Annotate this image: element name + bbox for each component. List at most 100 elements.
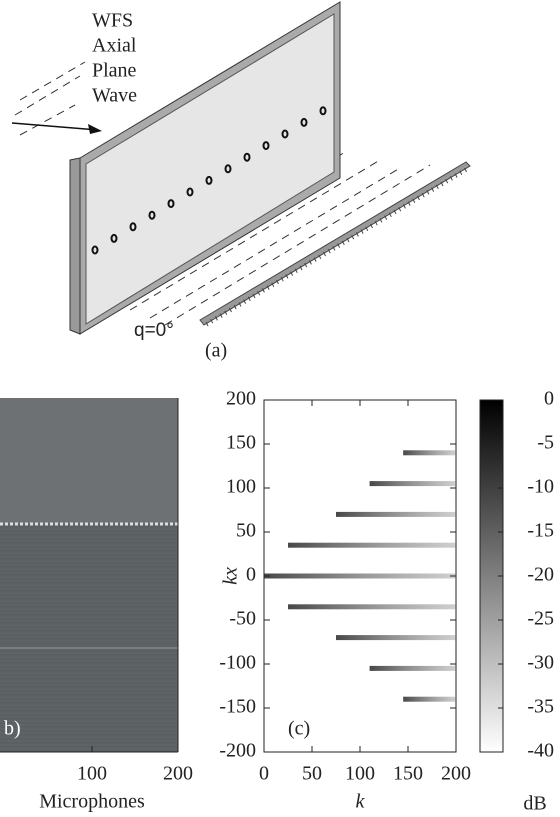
arrow-head: [88, 124, 102, 134]
mic-array-teeth: [205, 167, 467, 327]
tooth: [407, 201, 411, 206]
tooth: [299, 265, 303, 271]
tooth: [360, 229, 364, 234]
tooth: [431, 187, 435, 192]
streak: [336, 511, 456, 517]
microphone: [186, 187, 194, 197]
microphone: [91, 245, 99, 255]
tooth: [440, 181, 444, 187]
microphone: [281, 129, 289, 139]
microphone: [224, 164, 232, 174]
tooth: [210, 318, 214, 324]
tooth: [233, 304, 237, 310]
colorbar-tick-label: 0: [544, 388, 554, 410]
microphone: [243, 152, 251, 162]
tooth: [332, 246, 336, 251]
microphone: [262, 141, 270, 151]
microphones: [91, 106, 327, 255]
tooth: [365, 226, 369, 232]
tooth: [224, 310, 228, 316]
x-tick-label: 100: [345, 763, 375, 785]
streak: [403, 450, 456, 456]
tooth: [445, 178, 449, 184]
tooth: [280, 276, 284, 282]
label-line: Wave: [92, 85, 137, 107]
caption: b): [4, 718, 21, 740]
tooth: [454, 173, 458, 178]
y-tick-label: 100: [226, 476, 256, 498]
tooth: [294, 268, 298, 274]
tooth: [308, 260, 312, 265]
tooth: [304, 262, 308, 268]
y-tick-label: 150: [226, 432, 256, 454]
panel-face: [85, 13, 335, 325]
microphone: [110, 233, 118, 243]
tooth: [346, 237, 350, 243]
tooth: [313, 257, 317, 262]
x-tick-label: 100: [77, 763, 107, 785]
x-axis-label: k: [356, 791, 366, 813]
label-line: Axial: [92, 35, 137, 57]
mic-array: [199, 161, 471, 326]
streak: [288, 604, 456, 610]
colorbar-tick-label: -15: [527, 520, 554, 542]
colorbar-tick-label: -25: [527, 608, 554, 630]
tooth: [290, 271, 294, 276]
tooth: [398, 206, 402, 212]
colorbar-tick-label: -20: [527, 564, 554, 586]
microphone: [205, 175, 213, 185]
microphone: [129, 222, 137, 232]
streak: [369, 481, 456, 487]
y-axis-label: kx: [220, 567, 242, 585]
tooth: [355, 232, 359, 237]
tooth: [384, 215, 388, 220]
tooth: [393, 209, 397, 215]
y-tick-label: -50: [229, 608, 256, 630]
y-tick-label: -200: [219, 740, 256, 762]
tooth: [247, 296, 251, 302]
y-tick-label: 50: [236, 520, 256, 542]
y-tick-label: 200: [226, 388, 256, 410]
tooth: [370, 223, 373, 229]
streak: [264, 573, 456, 579]
image-bottom: [0, 524, 178, 752]
caption: (c): [288, 718, 310, 740]
tooth: [205, 321, 209, 327]
tooth: [252, 293, 256, 299]
streak: [288, 542, 456, 548]
arrow: [11, 122, 99, 131]
x-axis-label: Microphones: [39, 791, 145, 813]
colorbar-tick-label: -35: [527, 696, 554, 718]
tooth: [341, 240, 345, 246]
tooth: [374, 220, 378, 226]
tooth: [417, 195, 420, 201]
microphone: [167, 199, 175, 209]
tooth: [426, 190, 430, 195]
tooth: [323, 251, 326, 257]
angle-label: q=0°: [134, 320, 174, 341]
tooth: [285, 274, 289, 279]
tooth: [449, 176, 453, 181]
tooth: [464, 167, 467, 173]
tooth: [257, 290, 261, 296]
caption: (a): [205, 340, 227, 362]
tooth: [351, 234, 355, 240]
colorbar-tick-label: -10: [527, 476, 554, 498]
tooth: [276, 279, 279, 285]
tooth: [379, 218, 383, 223]
label-line: WFS: [92, 10, 133, 32]
microphone: [300, 117, 308, 127]
streak: [369, 665, 456, 671]
y-tick-label: -150: [219, 696, 256, 718]
tooth: [459, 170, 463, 176]
tooth: [327, 248, 331, 254]
tooth: [214, 316, 218, 321]
panel-side: [69, 157, 81, 335]
microphone: [319, 106, 327, 116]
streak: [403, 696, 456, 702]
tooth: [243, 299, 247, 304]
tooth: [388, 212, 392, 218]
x-tick-label: 150: [393, 763, 423, 785]
tooth: [412, 198, 416, 204]
